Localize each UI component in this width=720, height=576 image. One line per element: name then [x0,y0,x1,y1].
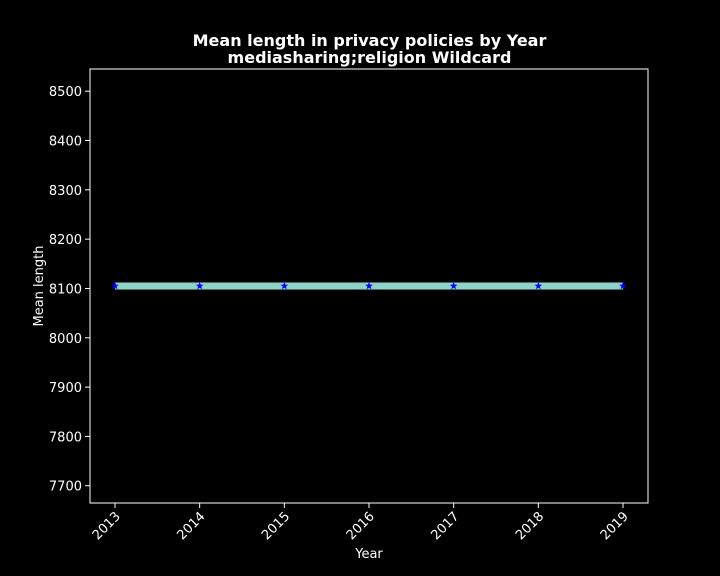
x-tick-label: 2015 [259,509,293,543]
x-axis-label: Year [354,547,383,562]
y-tick-label: 8300 [49,184,82,199]
data-point-marker [195,282,204,290]
x-tick-label: 2013 [90,509,124,543]
y-axis-label: Mean length [32,246,47,327]
y-tick-label: 8400 [49,135,82,150]
y-tick-label: 8500 [49,85,82,100]
x-tick-label: 2014 [174,509,208,543]
x-tick-label: 2017 [428,509,462,543]
x-axis: 2013 2014 2015 2016 2017 2018 2019 [90,503,632,543]
y-tick-label: 7700 [49,480,82,495]
y-axis: 7700 7800 7900 8000 8100 8200 8300 8400 8500 [49,85,90,495]
x-tick-label: 2016 [344,509,378,543]
data-point-marker [111,282,119,290]
y-tick-label: 7900 [49,381,82,396]
y-tick-label: 8000 [49,332,82,347]
chart-title-line1: Mean length in privacy policies by Year [193,31,547,50]
data-point-marker [280,282,289,290]
series-layer [111,282,627,290]
x-tick-label: 2019 [598,509,632,543]
data-point-marker [449,282,458,290]
data-point-marker [365,282,373,290]
y-tick-label: 7800 [49,430,82,445]
y-tick-label: 8200 [49,233,82,248]
data-point-marker [619,282,627,290]
data-point-marker [534,282,543,290]
x-tick-label: 2018 [513,509,547,543]
chart-title-line2: mediasharing;religion Wildcard [228,48,512,67]
y-tick-label: 8100 [49,282,82,297]
